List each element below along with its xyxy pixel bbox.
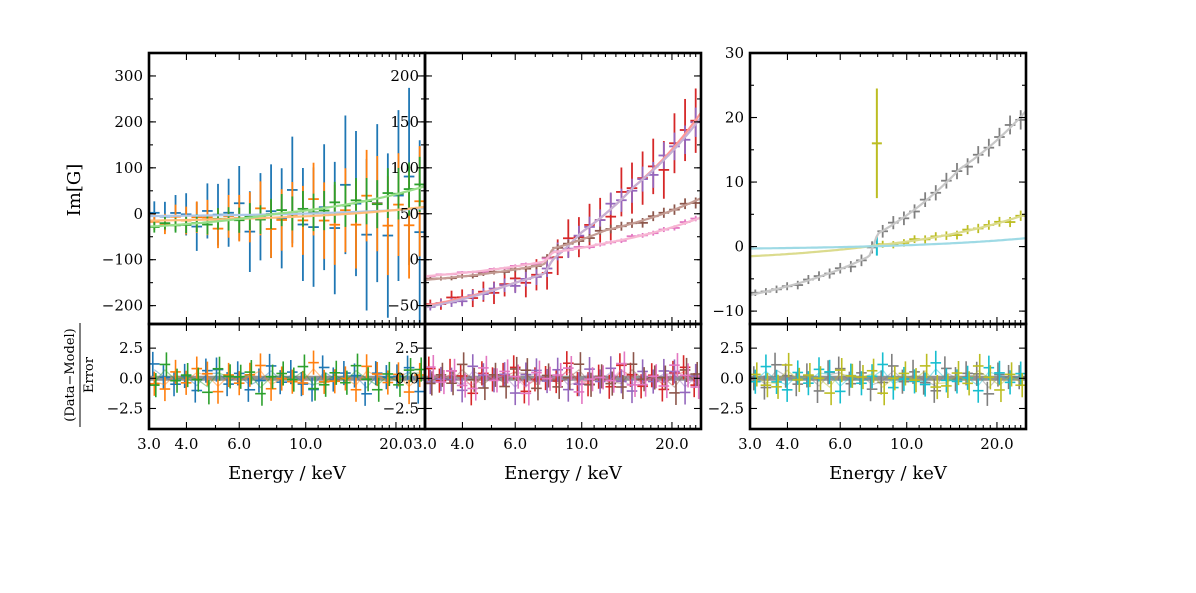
x-tick-label: 6.0	[828, 435, 852, 453]
main-frame	[147, 51, 427, 326]
y-tick-label: −50	[387, 297, 419, 315]
x-tick-label: 6.0	[227, 435, 251, 453]
x-tick-label: 3.0	[137, 435, 161, 453]
resid-y-tick-label: 0.0	[119, 369, 143, 387]
y-tick-label: 150	[390, 113, 419, 131]
residual-data	[425, 351, 701, 406]
series-2	[871, 88, 882, 199]
y-tick-label: 100	[390, 159, 419, 177]
resid-y-tick-label: −2.5	[708, 399, 744, 417]
residual-data	[750, 350, 1026, 406]
x-tick-label: 6.0	[503, 435, 527, 453]
x-tick-label: 4.0	[175, 435, 199, 453]
x-tick-label: 10.0	[890, 435, 923, 453]
y-tick-label: 0	[734, 238, 744, 256]
panel-2: 200 150 100 50 0 −50 2.5 0.0 −2.5 3.0 4.0 6.0 10.0 20…	[383, 51, 703, 484]
residual-data	[149, 350, 425, 406]
y-tick-label: −200	[102, 297, 143, 315]
main-data	[750, 88, 1026, 297]
main-data	[149, 87, 425, 324]
resid-y-tick-label: 2.5	[720, 339, 744, 357]
main-data	[425, 88, 701, 311]
y-tick-label: 50	[400, 205, 419, 223]
model-line-2	[750, 213, 1026, 258]
residual-trace	[430, 368, 696, 388]
series-1	[149, 87, 425, 324]
x-tick-label: 4.0	[451, 435, 475, 453]
y-axis-label: Im[G]	[64, 164, 85, 217]
svg-text:Error: Error	[82, 356, 97, 393]
y-tick-label: 0	[409, 251, 419, 269]
model-line-4	[425, 216, 701, 278]
y-tick-label: 200	[114, 113, 143, 131]
resid-y-tick-label: 2.5	[119, 339, 143, 357]
y-tick-label: 300	[114, 67, 143, 85]
x-tick-label: 20.0	[655, 435, 688, 453]
y-tick-label: 200	[390, 67, 419, 85]
x-axis-label: Energy / keV	[504, 463, 623, 484]
y-tick-label: 30	[725, 44, 744, 62]
residual-trace	[153, 369, 420, 389]
series-1	[750, 110, 1026, 296]
x-tick-label: 3.0	[738, 435, 762, 453]
y-tick-label: 0	[133, 205, 143, 223]
x-tick-label: 20.0	[980, 435, 1013, 453]
residual-trace	[429, 368, 697, 389]
x-tick-label: 10.0	[565, 435, 598, 453]
model-line-2	[149, 205, 425, 222]
y-tick-label: 100	[114, 159, 143, 177]
series-2	[425, 107, 701, 311]
model-line-3	[750, 237, 1026, 250]
resid-y-tick-label: 0.0	[720, 369, 744, 387]
y-tick-label: 20	[725, 109, 744, 127]
x-tick-label: 20.0	[379, 435, 412, 453]
residual-frame	[423, 322, 703, 431]
resid-y-tick-label: −2.5	[383, 399, 419, 417]
main-frame	[423, 51, 703, 326]
y-tick-label: −10	[712, 302, 744, 320]
residual-frame	[748, 322, 1028, 431]
model-line-1	[750, 110, 1026, 297]
residual-axis-label: (Data−Model) Error	[63, 323, 97, 427]
x-axis-label: Energy / keV	[829, 463, 948, 484]
resid-y-tick-label: 0.0	[395, 369, 419, 387]
resid-y-tick-label: 2.5	[395, 339, 419, 357]
y-tick-label: −100	[102, 251, 143, 269]
main-frame	[748, 51, 1028, 326]
resid-y-tick-label: −2.5	[107, 399, 143, 417]
panel-1: 300 200 100 0 −100 −200 2.5 0.0 −2.5 3.0 4.0 6.0 10.…	[102, 51, 427, 484]
model-line-3	[425, 197, 701, 281]
x-axis-label: Energy / keV	[228, 463, 347, 484]
model-line-3	[149, 185, 425, 228]
x-tick-label: 10.0	[289, 435, 322, 453]
svg-text:(Data−Model): (Data−Model)	[63, 328, 78, 422]
x-tick-label: 4.0	[776, 435, 800, 453]
y-tick-label: 10	[725, 173, 744, 191]
panel-3: 30 20 10 0 −10 2.5 0.0 −2.5 3.0 4.0 6.0 10.0 20.0 Ene…	[708, 44, 1028, 484]
residual-trace	[754, 369, 1022, 389]
x-tick-label: 3.0	[413, 435, 437, 453]
